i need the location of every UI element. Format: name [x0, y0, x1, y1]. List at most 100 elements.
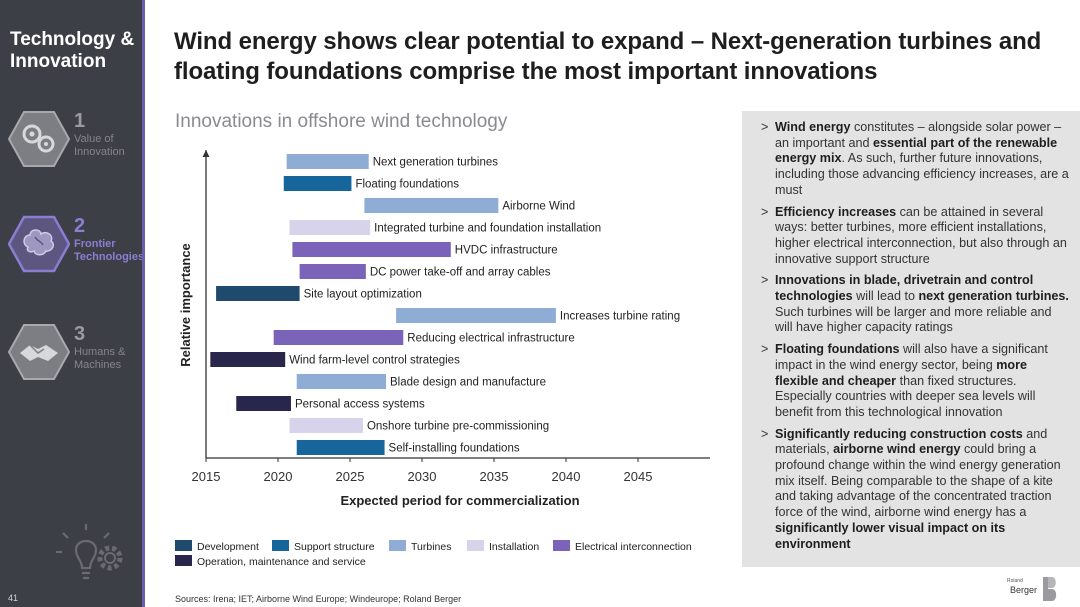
bullet-emphasis: Efficiency increases: [775, 204, 897, 219]
legend-swatch: [175, 540, 192, 551]
bullet-emphasis: essential part of the renewable energy m…: [775, 135, 1058, 166]
legend-label: Support structure: [294, 541, 375, 553]
legend-swatch: [553, 540, 570, 551]
x-tick-label: 2040: [552, 469, 581, 484]
chart-bar: [273, 330, 404, 345]
bar-label: Floating foundations: [355, 179, 459, 191]
bullet-emphasis: more flexible and cheaper: [775, 357, 1028, 388]
x-tick-label: 2015: [192, 469, 221, 484]
legend-swatch: [272, 540, 289, 551]
innovation-timeline-chart: Next generation turbines Floating foundat…: [178, 150, 710, 508]
chart-bar: [289, 418, 363, 433]
legend-swatch: [175, 555, 192, 566]
bar-label: Self-installing foundations: [389, 443, 520, 455]
legend-item: Support structure: [272, 540, 375, 553]
bar-label: DC power take-off and array cables: [370, 267, 551, 279]
bullet-emphasis: Innovations in blade, drivetrain and con…: [775, 273, 1034, 304]
logo-small-text: Roland: [1007, 578, 1023, 584]
legend-swatch: [389, 540, 406, 551]
legend-item: Operation, maintenance and service: [175, 555, 366, 568]
legend-item: Development: [175, 540, 259, 553]
page-title: Wind energy shows clear potential to exp…: [174, 28, 1042, 85]
bar-label: HVDC infrastructure: [455, 245, 558, 257]
y-axis-title: Relative importance: [178, 243, 193, 367]
bullet-emphasis: next generation turbines.: [918, 289, 1069, 304]
y-axis-arrow: [202, 150, 210, 157]
x-tick-label: 2045: [624, 469, 653, 484]
legend-item: Electrical interconnection: [553, 540, 692, 553]
x-tick-label: 2020: [264, 469, 293, 484]
bullet-text: than fixed structures. Especially countr…: [775, 373, 1036, 419]
key-finding-bullet: > Significantly reducing construction cos…: [752, 427, 1070, 553]
sidebar-item-label: Value of Innovation: [74, 133, 125, 158]
bar-label: Site layout optimization: [304, 289, 422, 301]
bullet-emphasis: Significantly reducing construction cost…: [775, 426, 1023, 441]
bullet-text: constitutes – alongside solar power – an…: [775, 120, 1062, 150]
x-tick-label: 2030: [408, 469, 437, 484]
bullet-text: could bring a profound change within the…: [775, 442, 1061, 520]
gears-hexagon-icon: [8, 111, 70, 167]
chart-bar: [292, 242, 451, 257]
x-tick-label: 2025: [336, 469, 365, 484]
sidebar-item-number: 2: [74, 215, 86, 237]
sidebar-item-number: 3: [74, 323, 86, 345]
sidebar-accent-line: [142, 0, 145, 607]
sidebar-item-frontier-technologies[interactable]: 2 Frontier Technologies: [0, 215, 144, 285]
bullet-text: Such turbines will be larger and more re…: [775, 304, 1052, 335]
sidebar-item-humans-machines[interactable]: 3 Humans & Machines: [0, 323, 144, 393]
key-findings-panel: > Wind energy constitutes – alongside sol…: [742, 111, 1080, 567]
handshake-hexagon-icon: [8, 324, 70, 380]
chart-bar: [299, 264, 366, 279]
bullet-marker: >: [761, 120, 769, 134]
x-tick-label: 2035: [480, 469, 509, 484]
legend-swatch: [467, 540, 484, 551]
bar-label: Next generation turbines: [373, 157, 499, 169]
key-finding-bullet: > Floating foundations will also have a s…: [752, 342, 1070, 421]
bullet-emphasis: airborne wind energy: [833, 442, 961, 457]
logo-text: Berger: [1010, 585, 1038, 595]
bullet-emphasis: Wind energy: [775, 120, 851, 134]
chart-bar: [396, 308, 556, 323]
chart-bar: [216, 286, 300, 301]
bullet-text: will lead to: [852, 289, 919, 304]
chart-bar: [289, 220, 371, 235]
logo-mark-icon: [1043, 577, 1057, 601]
chart-bar: [236, 396, 291, 411]
bullet-text: can be attained in several ways: better …: [775, 204, 1067, 266]
lightbulb-gear-icon: [56, 524, 123, 580]
legend-label: Installation: [489, 541, 540, 553]
x-axis-title: Expected period for commercialization: [340, 493, 579, 508]
chart-legend: Development Support structure Turbines Inst…: [175, 540, 735, 570]
bullet-text: will also have a significant impact in t…: [775, 342, 1048, 372]
brain-hexagon-icon: [8, 215, 70, 273]
legend-label: Development: [197, 541, 259, 553]
legend-label: Turbines: [411, 541, 452, 553]
chart-bar: [296, 374, 386, 389]
bullet-emphasis: significantly lower visual impact on its…: [775, 520, 1006, 551]
bar-label: Airborne Wind: [502, 201, 575, 213]
chart-bar: [210, 352, 286, 367]
bar-label: Onshore turbine pre-commissioning: [367, 421, 549, 433]
bullet-marker: >: [761, 273, 769, 288]
legend-item: Installation: [467, 540, 539, 553]
sidebar: Technology & Innovation 1 Value of Innov…: [0, 0, 144, 607]
sidebar-item-number: 1: [74, 110, 86, 132]
roland-berger-logo: Roland Berger: [1007, 577, 1059, 603]
sidebar-item-label: Frontier Technologies: [74, 238, 145, 263]
bullet-marker: >: [761, 426, 769, 441]
key-finding-bullet: > Efficiency increases can be attained in…: [752, 205, 1070, 268]
chart-bar: [283, 176, 352, 191]
bar-label: Wind farm-level control strategies: [289, 355, 460, 367]
chart-subtitle: Innovations in offshore wind technology: [175, 111, 508, 132]
sidebar-item-value-of-innovation[interactable]: 1 Value of Innovation: [0, 110, 144, 180]
page-number: 41: [8, 593, 19, 603]
bar-label: Blade design and manufacture: [390, 377, 546, 389]
bar-label: Increases turbine rating: [560, 311, 680, 323]
key-finding-bullet: > Wind energy constitutes – alongside sol…: [752, 120, 1070, 199]
chart-bar: [286, 154, 369, 169]
bullet-emphasis: Floating foundations: [775, 342, 900, 357]
chart-bar: [296, 440, 385, 455]
chart-bar: [364, 198, 499, 213]
bullet-marker: >: [761, 204, 769, 219]
legend-item: Turbines: [389, 540, 451, 553]
